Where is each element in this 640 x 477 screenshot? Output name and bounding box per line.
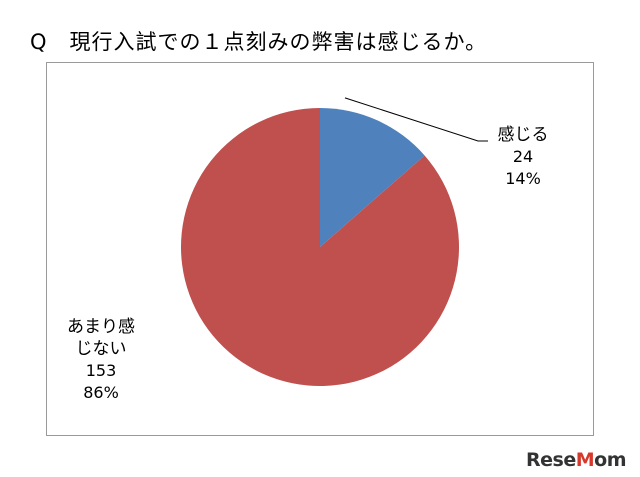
leader-line: [344, 97, 488, 142]
slice-label-kanjiru: 感じる 24 14%: [488, 124, 558, 190]
resemom-logo: ReseMom: [526, 449, 626, 471]
logo-text-main: Rese: [526, 449, 576, 471]
chart-area: [46, 62, 594, 436]
slice-label-value: 24: [512, 147, 534, 166]
slice-label-percent: 86%: [83, 383, 119, 402]
slice-label-name-line-2: じない: [75, 339, 127, 359]
slice-label-amari-kanjinai: あまり感 じない 153 86%: [60, 316, 142, 404]
logo-text-tail: om: [594, 449, 626, 471]
slice-label-value: 153: [85, 361, 117, 380]
slice-label-name-line-1: あまり感: [67, 317, 135, 337]
slice-label-name: 感じる: [497, 125, 549, 145]
slice-label-percent: 14%: [505, 169, 541, 188]
pie-slice-0: [320, 108, 425, 247]
chart-title: Q 現行入試での１点刻みの弊害は感じるか。: [30, 30, 488, 54]
pie-slice-1: [180, 108, 459, 387]
logo-text-accent: M: [575, 449, 595, 471]
